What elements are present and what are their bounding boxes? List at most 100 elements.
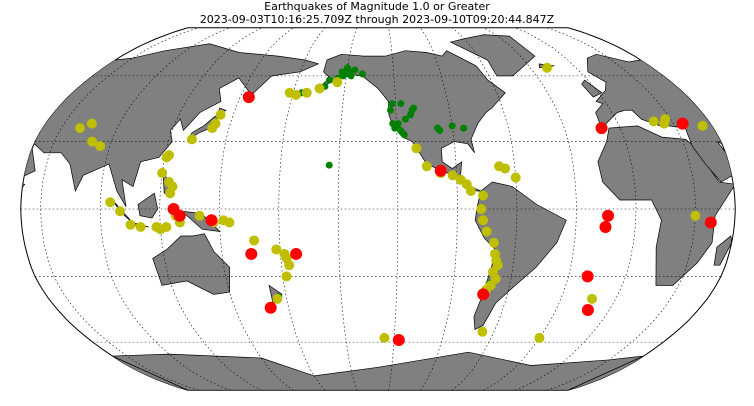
earthquake-marker <box>272 293 283 304</box>
landmass <box>0 64 12 68</box>
earthquake-marker <box>387 106 395 114</box>
earthquake-marker <box>215 109 226 120</box>
earthquake-marker <box>411 143 422 154</box>
earthquake-marker <box>245 247 258 260</box>
landmass <box>473 181 567 331</box>
earthquake-marker <box>676 117 689 130</box>
meridian <box>40 27 199 391</box>
earthquake-marker <box>161 152 172 163</box>
earthquake-marker <box>477 190 488 201</box>
earthquake-marker <box>125 219 136 230</box>
earthquake-marker <box>135 221 146 232</box>
earthquake-marker <box>86 118 97 129</box>
earthquake-marker <box>351 66 359 74</box>
earthquake-marker <box>704 216 717 229</box>
earthquake-marker <box>157 168 168 179</box>
meridian <box>420 27 458 391</box>
landmass <box>137 192 159 219</box>
earthquake-marker <box>344 64 352 72</box>
meridian <box>483 27 577 391</box>
landmass <box>20 235 25 266</box>
earthquake-marker <box>271 244 282 255</box>
earthquake-marker <box>338 68 346 76</box>
earthquake-marker <box>224 217 235 228</box>
earthquake-marker <box>595 122 608 135</box>
earthquake-marker <box>478 215 489 226</box>
landmass <box>152 233 231 295</box>
earthquake-marker <box>392 334 405 347</box>
earthquake-marker <box>599 220 612 233</box>
earthquake-marker <box>447 170 458 181</box>
earthquake-marker <box>436 126 444 134</box>
earthquake-marker <box>301 87 312 98</box>
landmass <box>597 125 736 286</box>
earthquake-marker <box>488 237 499 248</box>
earthquake-marker <box>379 332 390 343</box>
earthquake-marker <box>105 197 116 208</box>
earthquake-marker <box>194 210 205 221</box>
landmass <box>20 34 80 77</box>
chart-subtitle: 2023-09-03T10:16:25.709Z through 2023-09… <box>200 13 555 26</box>
earthquake-marker <box>207 123 218 134</box>
landmass <box>713 235 733 266</box>
earthquake-marker <box>542 62 553 73</box>
earthquake-marker <box>87 136 98 147</box>
earthquake-marker <box>347 72 355 80</box>
meridian <box>218 27 294 391</box>
earthquake-marker <box>388 100 396 108</box>
earthquake-marker <box>284 87 295 98</box>
landmass <box>449 34 536 77</box>
earthquake-marker <box>397 100 405 108</box>
earthquake-marker <box>325 161 333 169</box>
earthquake-marker <box>161 221 172 232</box>
meridian <box>451 27 518 391</box>
earthquake-marker <box>249 235 260 246</box>
landmass <box>581 79 603 98</box>
meridian <box>99 27 231 391</box>
earthquake-marker <box>434 164 447 177</box>
meridian <box>515 27 637 391</box>
earthquake-marker <box>697 120 708 131</box>
earthquake-marker <box>494 161 505 172</box>
earthquake-marker <box>391 124 399 132</box>
earthquake-marker <box>534 332 545 343</box>
earthquake-marker <box>242 91 255 104</box>
earthquake-marker <box>460 124 468 132</box>
earthquake-marker <box>581 270 594 283</box>
earthquake-marker <box>205 214 218 227</box>
earthquake-marker <box>602 209 615 222</box>
earthquake-marker <box>290 247 303 260</box>
earthquake-marker <box>581 303 594 316</box>
meridian <box>159 27 262 391</box>
earthquake-marker <box>660 114 671 125</box>
earthquake-marker <box>448 122 456 130</box>
earthquake-marker <box>314 83 325 94</box>
earthquake-marker <box>264 301 277 314</box>
earthquake-marker <box>332 77 343 88</box>
earthquake-marker <box>510 172 521 183</box>
earthquake-marker <box>173 209 186 222</box>
landmass <box>0 80 4 97</box>
earthquake-marker <box>587 293 598 304</box>
earthquake-marker <box>358 70 366 78</box>
earthquake-marker <box>465 186 476 197</box>
earthquake-marker <box>477 288 490 301</box>
earthquake-marker <box>421 161 432 172</box>
earthquake-marker <box>400 131 408 139</box>
earthquake-marker <box>690 210 701 221</box>
earthquake-marker <box>284 260 295 271</box>
earthquake-marker <box>326 76 334 84</box>
chart-title: Earthquakes of Magnitude 1.0 or Greater <box>264 0 490 13</box>
earthquake-marker <box>281 271 292 282</box>
earthquake-marker <box>164 177 175 188</box>
earthquake-marker <box>410 104 418 112</box>
earthquakes <box>74 62 717 347</box>
graticule <box>20 27 736 391</box>
earthquake-marker <box>476 204 487 214</box>
earthquake-marker <box>477 326 488 337</box>
earthquake-marker <box>115 206 126 217</box>
earthquake-marker <box>186 134 197 145</box>
earthquake-marker <box>481 226 492 237</box>
landmass <box>319 50 506 192</box>
